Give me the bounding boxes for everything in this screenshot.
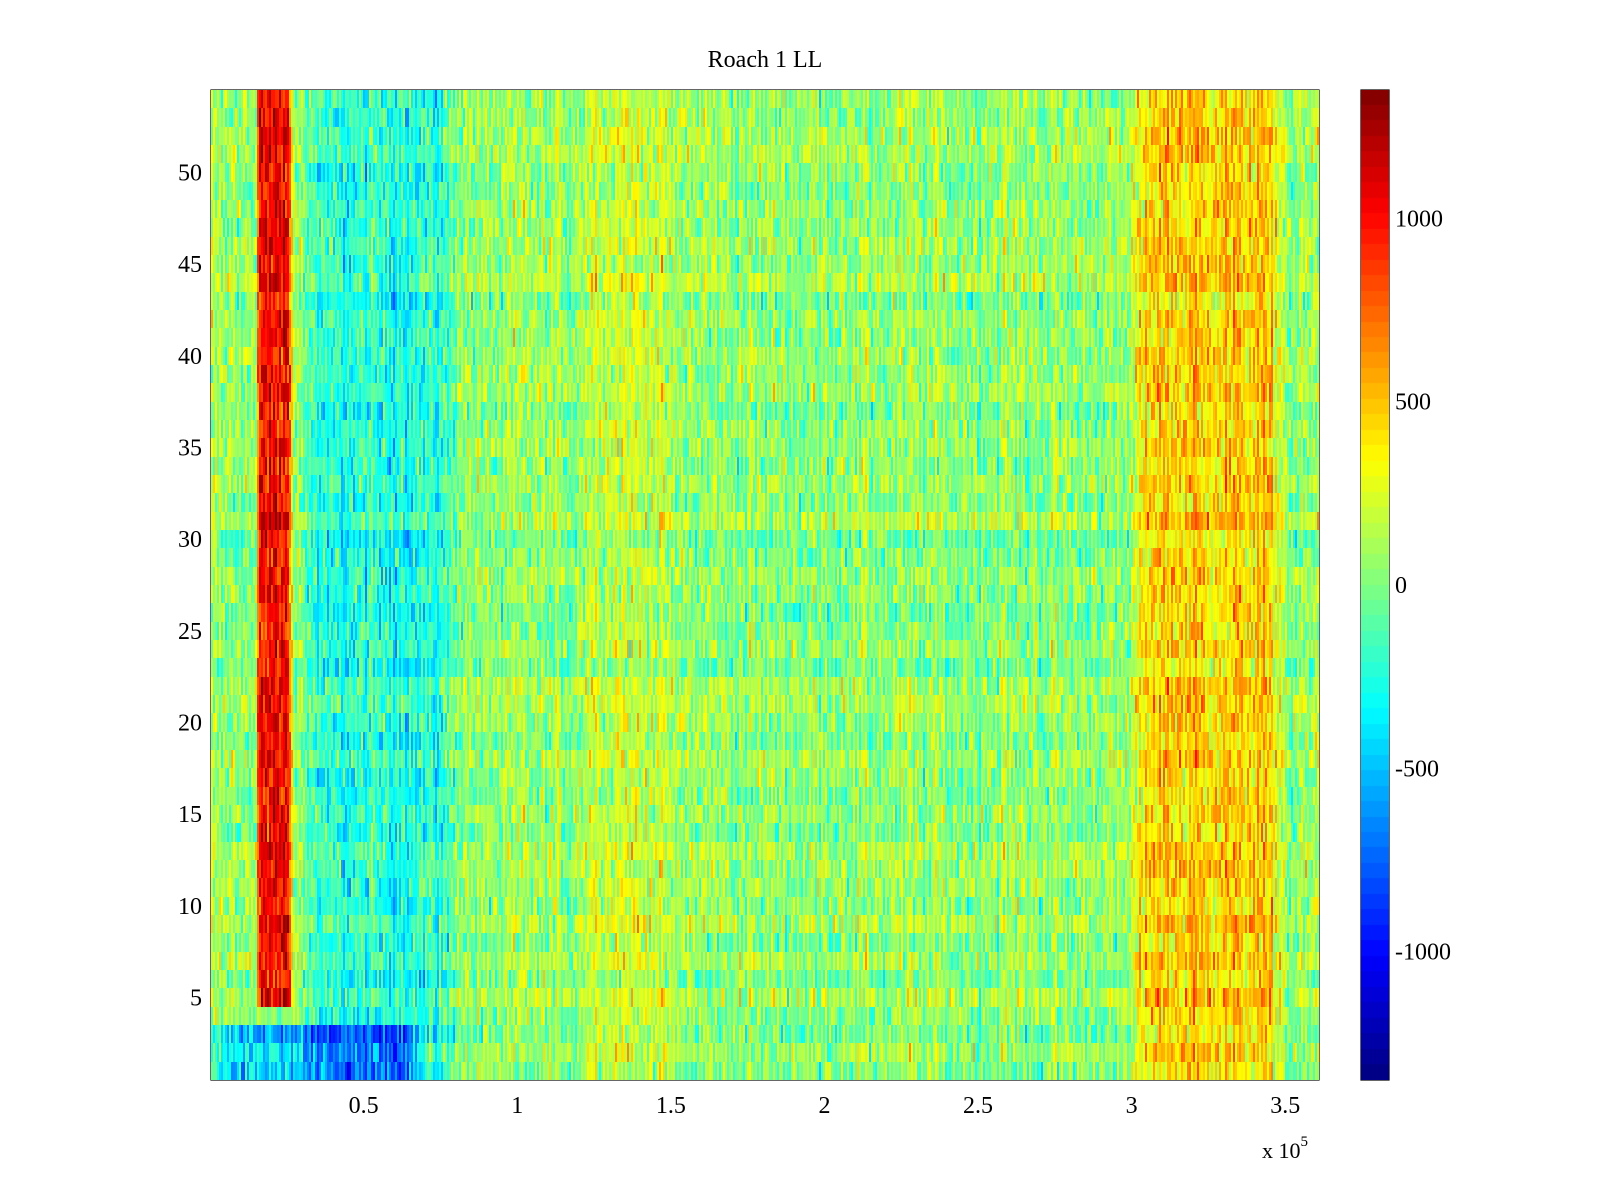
y-tick-label: 15: [178, 802, 202, 828]
colorbar-tick-label: -500: [1395, 756, 1439, 782]
x-tick-label: 3: [1126, 1093, 1138, 1119]
y-tick-label: 40: [178, 344, 202, 370]
y-tick-label: 5: [190, 986, 202, 1012]
y-tick-label: 45: [178, 252, 202, 278]
x-tick-label: 2: [818, 1093, 830, 1119]
y-tick-label: 25: [178, 619, 202, 645]
x-tick-label: 1: [511, 1093, 523, 1119]
colorbar-tick-label: 0: [1395, 573, 1407, 599]
y-tick-label: 35: [178, 436, 202, 462]
y-tick-label: 30: [178, 527, 202, 553]
x-multiplier-exponent: 5: [1301, 1134, 1309, 1150]
chart-title: Roach 1 LL: [708, 47, 823, 73]
y-tick-label: 50: [178, 161, 202, 187]
colorbar-tick-label: 1000: [1395, 206, 1443, 232]
colorbar-ticks: -1000 -500 0 500 1000: [1361, 206, 1451, 966]
heatmap-cells: [211, 90, 1319, 1080]
x-tick-label: 3.5: [1270, 1093, 1300, 1119]
y-tick-label: 20: [178, 711, 202, 737]
y-tick-label: 10: [178, 894, 202, 920]
colorbar-tick-label: 500: [1395, 390, 1431, 416]
x-tick-label: 1.5: [656, 1093, 686, 1119]
colorbar-tick-label: -1000: [1395, 940, 1451, 966]
x-tick-label: 0.5: [349, 1093, 379, 1119]
colorbar-gradient: [1361, 90, 1389, 1080]
x-multiplier-base: x 10: [1262, 1138, 1301, 1163]
x-axis-multiplier: x 105: [1262, 1134, 1308, 1163]
x-tick-label: 2.5: [963, 1093, 993, 1119]
